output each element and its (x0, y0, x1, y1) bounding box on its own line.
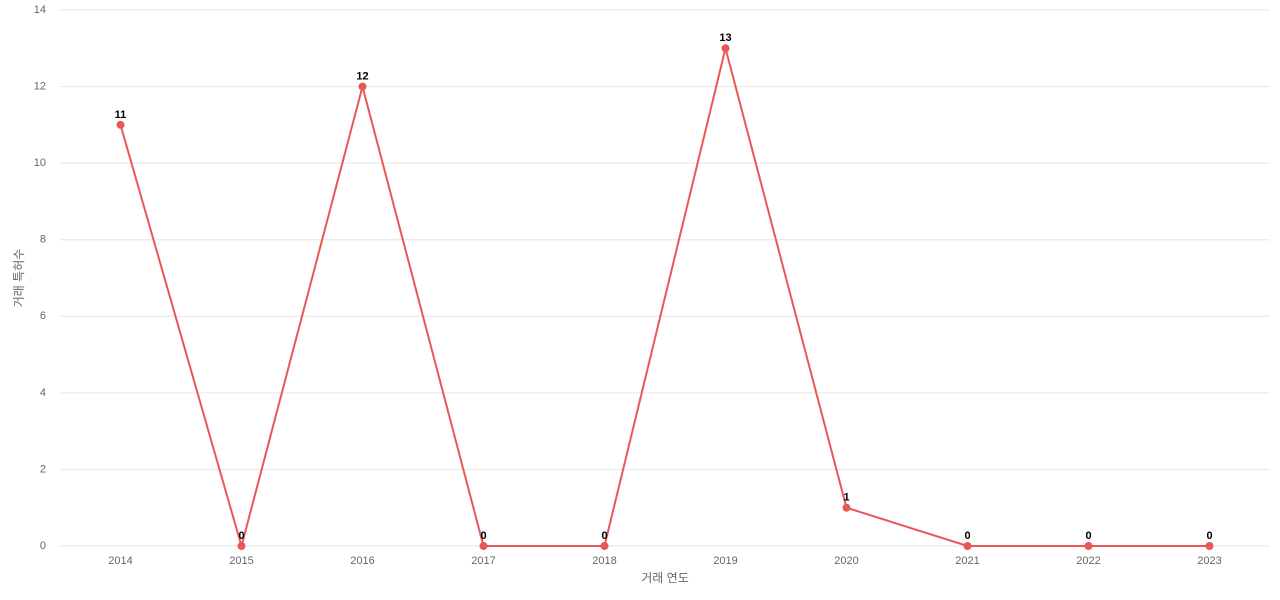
x-tick-label: 2015 (229, 555, 253, 567)
y-tick-label: 8 (40, 234, 46, 246)
x-tick-label: 2022 (1076, 555, 1100, 567)
x-tick-label: 2014 (108, 555, 132, 567)
x-tick-label: 2023 (1197, 555, 1221, 567)
point (963, 542, 972, 550)
y-tick-label: 4 (40, 387, 46, 399)
x-tick-label: 2021 (955, 555, 979, 567)
data-label: 0 (480, 530, 486, 542)
data-label: 0 (601, 530, 607, 542)
x-tick-label: 2018 (592, 555, 616, 567)
point (721, 44, 730, 53)
x-tick-label: 2020 (834, 555, 858, 567)
data-label: 11 (115, 109, 127, 121)
point (1205, 542, 1214, 550)
point (1084, 542, 1093, 550)
data-label: 12 (356, 70, 368, 82)
y-tick-label: 14 (34, 4, 46, 16)
y-axis-label: 거래 특허수 (12, 249, 26, 308)
line (119, 48, 1210, 550)
data-label: 1 (843, 492, 849, 504)
data-label: 13 (719, 32, 731, 44)
x-axis-label: 거래 연도 (641, 571, 689, 585)
data-label: 0 (238, 530, 244, 542)
x-tick-label: 2019 (713, 555, 737, 567)
data-label: 0 (1085, 530, 1091, 542)
point (842, 503, 851, 512)
point (600, 542, 609, 550)
data-label: 0 (964, 530, 970, 542)
y-tick-label: 12 (34, 80, 46, 92)
point (358, 82, 367, 91)
point (237, 542, 246, 550)
x-tick-label: 2017 (471, 555, 495, 567)
point (479, 542, 488, 550)
x-tick-label: 2016 (350, 555, 374, 567)
y-tick-label: 0 (40, 540, 46, 552)
y-tick-label: 10 (34, 157, 46, 169)
y-tick-label: 2 (40, 463, 46, 475)
y-tick-label: 6 (40, 310, 46, 322)
point (116, 120, 125, 129)
data-label: 0 (1206, 530, 1212, 542)
